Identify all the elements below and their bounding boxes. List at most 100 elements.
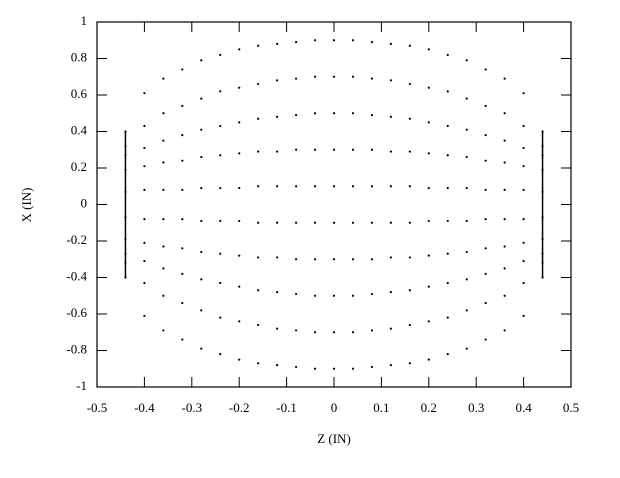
field-dot bbox=[219, 186, 222, 190]
field-dot bbox=[408, 185, 411, 188]
field-dot bbox=[408, 150, 411, 153]
field-dot bbox=[408, 221, 411, 224]
x-tick-label: 0.5 bbox=[563, 400, 579, 415]
field-dot bbox=[427, 320, 430, 323]
field-dot bbox=[162, 139, 165, 142]
field-dot bbox=[484, 247, 487, 250]
field-dot bbox=[200, 250, 203, 254]
field-dot bbox=[484, 68, 487, 71]
field-dot bbox=[503, 218, 506, 221]
field-dot bbox=[484, 272, 487, 275]
x-axis-label: Z (IN) bbox=[317, 431, 351, 446]
field-dot bbox=[276, 150, 279, 153]
field-dot bbox=[143, 314, 146, 317]
field-dot bbox=[257, 289, 260, 292]
field-dot bbox=[446, 124, 449, 128]
x-tick-label: 0.1 bbox=[373, 400, 389, 415]
field-dot bbox=[257, 185, 260, 188]
field-dot bbox=[446, 252, 449, 255]
field-dot bbox=[238, 121, 241, 124]
field-dot bbox=[465, 309, 468, 312]
field-dot bbox=[332, 331, 336, 334]
y-tick-label: -0.8 bbox=[66, 341, 87, 356]
field-dot bbox=[370, 221, 374, 224]
x-tick-label: -0.5 bbox=[87, 400, 108, 415]
y-tick-label: 1 bbox=[81, 13, 88, 28]
field-dot bbox=[332, 367, 336, 370]
y-tick-label: 0.2 bbox=[71, 159, 87, 174]
field-dot bbox=[276, 115, 279, 118]
field-dot bbox=[351, 294, 355, 297]
field-dot bbox=[162, 294, 165, 297]
field-dot bbox=[238, 86, 241, 89]
field-dot bbox=[294, 77, 298, 80]
field-dot bbox=[294, 258, 298, 261]
field-dot bbox=[389, 185, 392, 188]
field-dot bbox=[162, 188, 165, 191]
field-dot bbox=[484, 218, 487, 221]
field-dot bbox=[143, 241, 146, 244]
x-tick-label: -0.4 bbox=[134, 400, 155, 415]
field-dot bbox=[219, 219, 222, 223]
field-dot bbox=[408, 82, 411, 86]
field-dot bbox=[162, 218, 165, 221]
x-tick-label: -0.3 bbox=[182, 400, 203, 415]
field-dot bbox=[238, 320, 241, 323]
field-dot bbox=[257, 362, 260, 365]
field-dot bbox=[332, 294, 336, 297]
field-dot bbox=[408, 117, 411, 120]
field-dot bbox=[143, 92, 146, 95]
field-dot bbox=[276, 327, 279, 330]
y-tick-label: -0.6 bbox=[66, 305, 87, 320]
field-dot bbox=[408, 362, 411, 365]
field-dot bbox=[503, 188, 506, 191]
field-dot bbox=[389, 221, 392, 224]
field-dot bbox=[522, 188, 525, 191]
field-dot bbox=[276, 364, 279, 367]
field-dot bbox=[427, 254, 430, 257]
field-dot bbox=[257, 44, 260, 47]
field-dot bbox=[276, 79, 279, 82]
field-dot bbox=[370, 258, 374, 261]
field-dot bbox=[370, 365, 374, 369]
field-dot bbox=[389, 150, 392, 153]
field-dot bbox=[351, 258, 355, 261]
field-dot bbox=[219, 316, 222, 319]
field-dot bbox=[313, 185, 317, 188]
field-dot bbox=[238, 358, 241, 361]
field-dot bbox=[162, 329, 165, 332]
y-tick-label: 0.4 bbox=[71, 122, 88, 137]
field-dot bbox=[427, 86, 430, 89]
field-dot bbox=[181, 188, 184, 191]
field-dot bbox=[408, 44, 411, 47]
field-dot bbox=[294, 365, 298, 369]
field-dot bbox=[389, 256, 392, 259]
field-dot bbox=[370, 329, 374, 332]
field-dot bbox=[181, 68, 184, 71]
field-dot bbox=[313, 112, 317, 115]
field-dot bbox=[181, 104, 184, 108]
field-dot bbox=[143, 146, 146, 150]
x-tick-label: 0 bbox=[331, 400, 338, 415]
field-dot bbox=[162, 267, 165, 270]
field-dot bbox=[465, 219, 468, 223]
field-dot bbox=[351, 112, 355, 115]
x-tick-label: 0.4 bbox=[515, 400, 532, 415]
field-dot bbox=[332, 75, 336, 78]
field-dot bbox=[181, 338, 184, 341]
field-dot bbox=[181, 134, 184, 137]
field-dot bbox=[219, 353, 222, 356]
field-dot bbox=[332, 39, 336, 42]
field-dot bbox=[522, 124, 525, 128]
field-dot bbox=[503, 294, 506, 297]
field-dot bbox=[351, 331, 355, 334]
field-dot bbox=[200, 278, 203, 281]
field-dot bbox=[446, 281, 449, 285]
field-dot bbox=[276, 291, 279, 294]
field-dot bbox=[200, 347, 203, 350]
field-dot bbox=[238, 186, 241, 190]
field-dot bbox=[370, 148, 374, 151]
field-dot bbox=[446, 353, 449, 356]
field-dot bbox=[181, 247, 184, 250]
